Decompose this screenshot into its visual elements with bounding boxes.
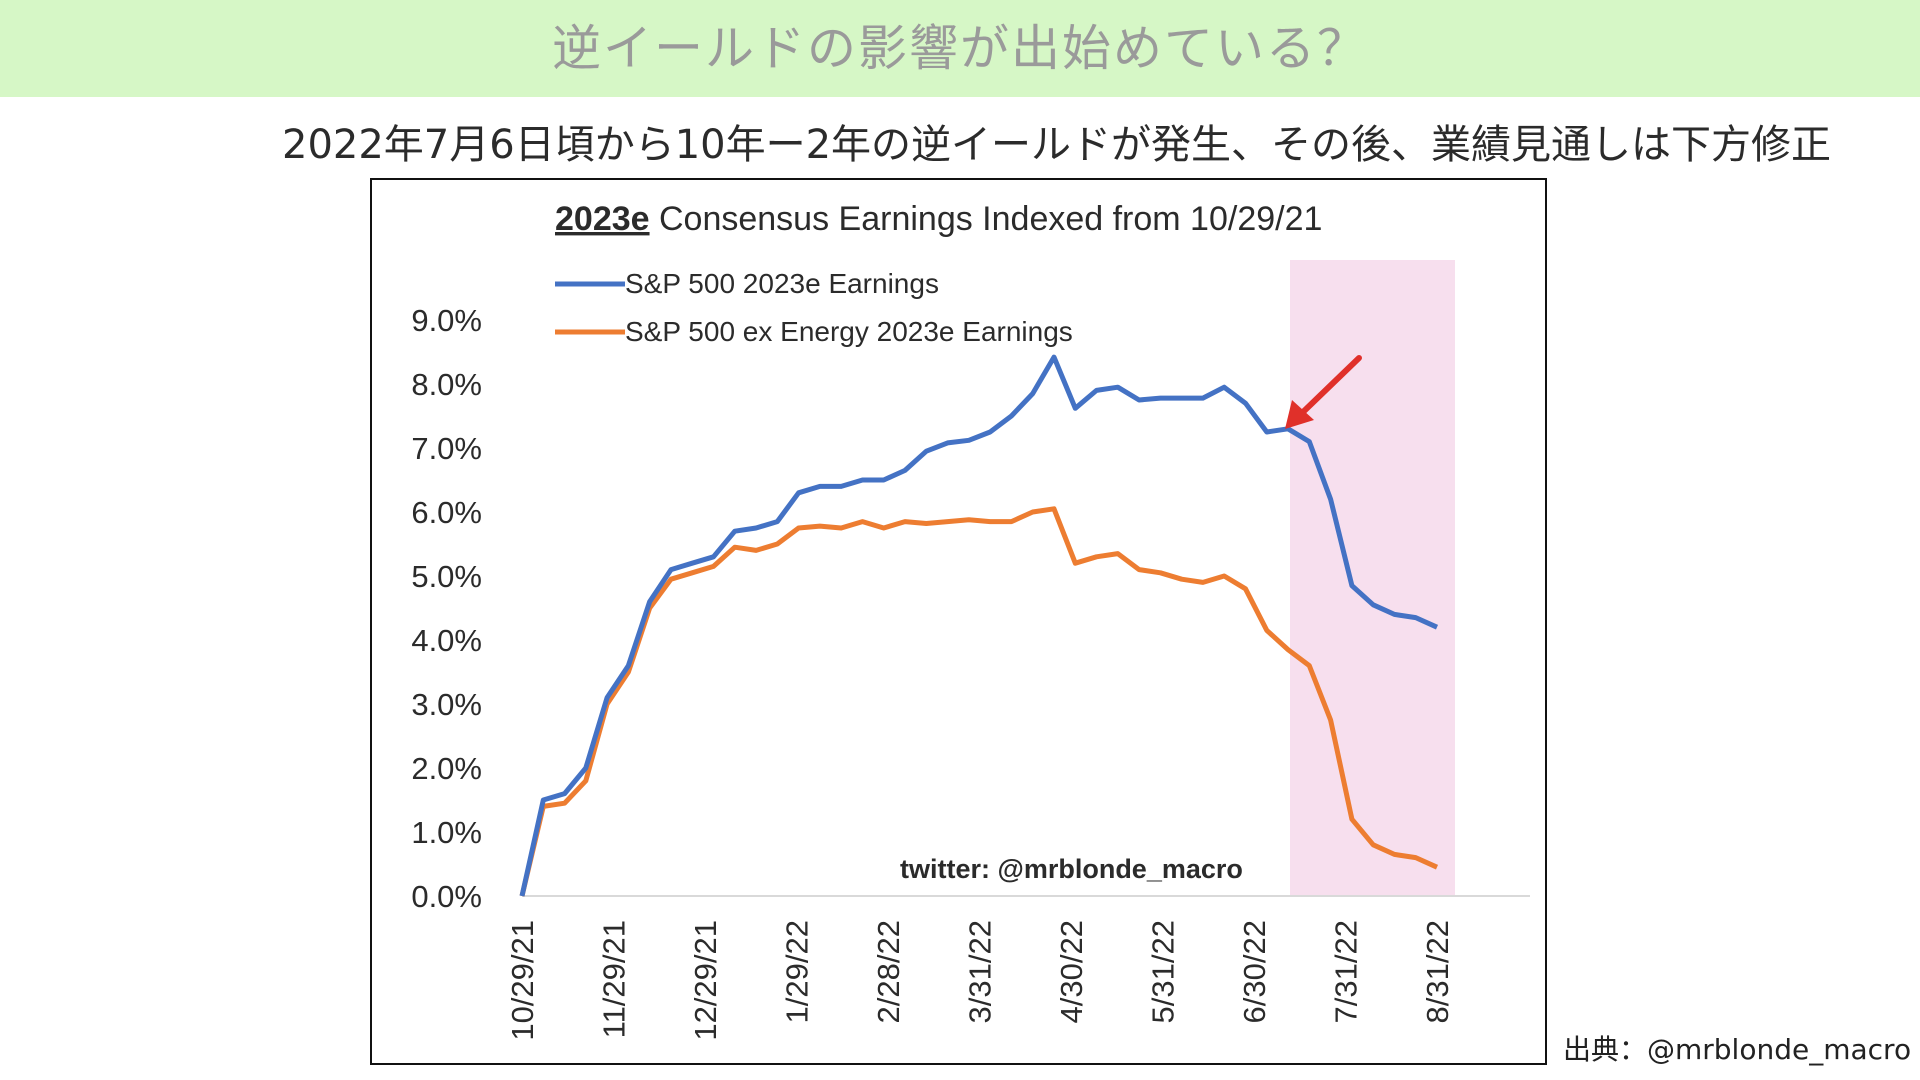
y-tick-label: 6.0%: [411, 495, 482, 530]
y-tick-label: 3.0%: [411, 687, 482, 722]
watermark: twitter: @mrblonde_macro: [900, 854, 1243, 884]
y-tick-label: 2.0%: [411, 751, 482, 786]
x-tick-label: 8/31/22: [1420, 920, 1455, 1023]
x-tick-label: 4/30/22: [1054, 920, 1089, 1023]
chart-frame: 2023e Consensus Earnings Indexed from 10…: [370, 178, 1547, 1065]
x-tick-label: 2/28/22: [871, 920, 906, 1023]
x-tick-label: 5/31/22: [1146, 920, 1181, 1023]
y-tick-label: 8.0%: [411, 367, 482, 402]
red-arrow-icon: [1285, 355, 1362, 429]
slide-subtitle: 2022年7月6日頃から10年ー2年の逆イールドが発生、その後、業績見通しは下方…: [282, 122, 1832, 168]
x-axis-ticks: 10/29/21 11/29/21 12/29/21 1/29/22 2/28/22 3/…: [505, 920, 1455, 1041]
legend-label-sp500: S&P 500 2023e Earnings: [625, 268, 939, 299]
series-line-sp500: [519, 354, 1439, 897]
series-line-sp500-ex-energy: [519, 506, 1439, 897]
highlight-region: [1290, 260, 1455, 896]
x-tick-label: 11/29/21: [597, 920, 632, 1038]
legend-label-sp500-ex-energy: S&P 500 ex Energy 2023e Earnings: [625, 316, 1073, 347]
y-tick-label: 0.0%: [411, 879, 482, 914]
chart-title-text: Consensus Earnings Indexed from 10/29/21: [650, 200, 1323, 238]
y-tick-label: 4.0%: [411, 623, 482, 658]
header-band: [0, 0, 1920, 97]
x-tick-label: 7/31/22: [1329, 920, 1364, 1023]
x-tick-label: 6/30/22: [1237, 920, 1272, 1023]
y-tick-label: 7.0%: [411, 431, 482, 466]
x-tick-label: 1/29/22: [780, 920, 815, 1023]
earnings-line-chart: 2023e Consensus Earnings Indexed from 10…: [411, 200, 1530, 1041]
y-tick-label: 5.0%: [411, 559, 482, 594]
y-axis-ticks: 0.0% 1.0% 2.0% 3.0% 4.0% 5.0% 6.0% 7.0% 8.0% 9.0%: [411, 303, 482, 914]
source-credit: 出典：@mrblonde_macro: [1563, 1033, 1912, 1066]
x-tick-label: 10/29/21: [505, 920, 540, 1041]
y-tick-label: 1.0%: [411, 815, 482, 850]
y-tick-label: 9.0%: [411, 303, 482, 338]
slide-title: 逆イールドの影響が出始めている？: [551, 20, 1368, 77]
x-tick-label: 3/31/22: [963, 920, 998, 1023]
series-lines: [519, 354, 1439, 897]
chart-title-year: 2023e: [555, 200, 650, 238]
x-tick-label: 12/29/21: [688, 920, 723, 1041]
chart-title: 2023e Consensus Earnings Indexed from 10…: [555, 200, 1322, 238]
